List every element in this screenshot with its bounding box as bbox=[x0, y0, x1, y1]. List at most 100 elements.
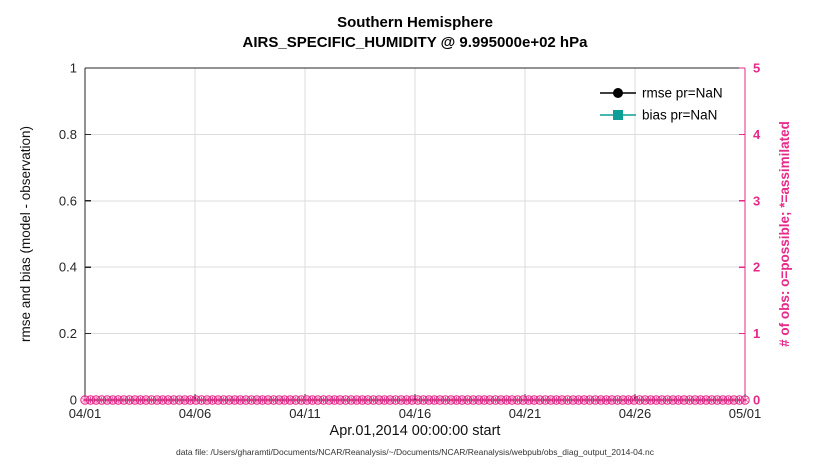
x-axis-label: Apr.01,2014 00:00:00 start bbox=[330, 423, 501, 439]
obs-possible-marker bbox=[645, 395, 656, 405]
obs-possible-marker bbox=[607, 395, 617, 405]
obs-possible-marker bbox=[401, 395, 412, 405]
obs-possible-marker bbox=[479, 395, 490, 405]
obs-possible-marker bbox=[130, 395, 140, 405]
obs-possible-marker bbox=[318, 395, 329, 405]
obs-possible-marker bbox=[723, 395, 734, 405]
obs-possible-marker bbox=[413, 395, 423, 405]
obs-possible-marker bbox=[424, 395, 434, 405]
obs-possible-marker bbox=[523, 395, 534, 405]
obs-possible-marker bbox=[146, 395, 157, 405]
obs-possible-marker bbox=[468, 395, 478, 405]
x-tick-label: 04/06 bbox=[179, 406, 212, 421]
y-right-tick-label: 1 bbox=[753, 326, 760, 341]
obs-possible-marker bbox=[535, 395, 545, 405]
obs-possible-marker bbox=[329, 395, 340, 405]
chart-title: Southern Hemisphere bbox=[337, 14, 493, 31]
obs-possible-marker bbox=[701, 395, 711, 405]
legend-label: bias pr=NaN bbox=[642, 108, 717, 123]
obs-possible-marker bbox=[507, 395, 517, 405]
legend-square-marker-icon bbox=[613, 110, 623, 120]
y-axis-left-label: rmse and bias (model - observation) bbox=[18, 126, 33, 342]
obs-possible-marker bbox=[684, 395, 695, 405]
obs-possible-marker bbox=[485, 395, 495, 405]
obs-possible-marker bbox=[512, 395, 523, 405]
legend: rmse pr=NaN bias pr=NaN bbox=[600, 86, 723, 123]
obs-possible-marker bbox=[291, 395, 301, 405]
legend-circle-marker-icon bbox=[613, 88, 623, 98]
y-right-tick-label: 3 bbox=[753, 193, 760, 208]
obs-possible-marker bbox=[618, 395, 628, 405]
obs-possible-marker bbox=[163, 395, 173, 405]
caption: data file: /Users/gharamti/Documents/NCA… bbox=[176, 447, 655, 457]
obs-possible-marker bbox=[590, 395, 601, 405]
obs-possible-marker bbox=[374, 395, 384, 405]
obs-possible-marker bbox=[102, 395, 112, 405]
obs-possible-marker bbox=[180, 395, 190, 405]
y-axis-right-label: # of obs: o=possible; *=assimilated bbox=[777, 121, 792, 347]
obs-possible-marker bbox=[573, 395, 584, 405]
obs-possible-marker bbox=[152, 395, 162, 405]
obs-possible-marker bbox=[496, 395, 506, 405]
obs-possible-marker bbox=[207, 395, 218, 405]
obs-possible-marker bbox=[252, 395, 262, 405]
obs-possible-marker bbox=[263, 395, 273, 405]
y-left-tick-label: 0 bbox=[70, 393, 77, 408]
obs-possible-marker bbox=[529, 395, 539, 405]
x-tick-label: 04/26 bbox=[619, 406, 652, 421]
y-left-tick-label: 0.6 bbox=[59, 193, 77, 208]
obs-possible-marker bbox=[673, 395, 684, 405]
obs-possible-marker bbox=[229, 395, 240, 405]
x-tick-label: 04/21 bbox=[509, 406, 542, 421]
obs-possible-marker bbox=[135, 395, 146, 405]
obs-possible-marker bbox=[363, 395, 373, 405]
obs-possible-marker bbox=[396, 395, 406, 405]
obs-possible-marker bbox=[679, 395, 689, 405]
obs-possible-marker bbox=[429, 395, 440, 405]
y-left-tick-label: 1 bbox=[70, 61, 77, 76]
x-tick-label: 04/11 bbox=[289, 406, 321, 421]
obs-possible-marker bbox=[185, 395, 196, 405]
obs-possible-marker bbox=[596, 395, 606, 405]
obs-possible-marker bbox=[368, 395, 379, 405]
obs-possible-marker bbox=[352, 395, 362, 405]
obs-possible-marker bbox=[324, 395, 334, 405]
x-tick-label: 05/01 bbox=[729, 406, 762, 421]
obs-possible-marker bbox=[546, 395, 556, 405]
obs-possible-marker bbox=[551, 395, 562, 405]
obs-possible-marker bbox=[85, 395, 96, 405]
obs-possible-marker bbox=[657, 395, 667, 405]
y-right-tick-label: 5 bbox=[753, 61, 760, 76]
obs-possible-marker bbox=[601, 395, 612, 405]
obs-markers-layer bbox=[80, 395, 750, 405]
obs-possible-marker bbox=[313, 395, 323, 405]
obs-possible-marker bbox=[474, 395, 484, 405]
obs-possible-marker bbox=[562, 395, 573, 405]
obs-possible-marker bbox=[379, 395, 390, 405]
obs-possible-marker bbox=[168, 395, 179, 405]
obs-possible-marker bbox=[279, 395, 290, 405]
obs-possible-marker bbox=[579, 395, 589, 405]
obs-possible-marker bbox=[80, 395, 90, 405]
obs-possible-marker bbox=[340, 395, 351, 405]
obs-possible-marker bbox=[695, 395, 706, 405]
obs-possible-marker bbox=[418, 395, 429, 405]
y-left-tick-label: 0.2 bbox=[59, 326, 77, 341]
obs-possible-marker bbox=[490, 395, 501, 405]
obs-possible-marker bbox=[501, 395, 512, 405]
obs-possible-marker bbox=[557, 395, 567, 405]
x-tick-label: 04/01 bbox=[69, 406, 102, 421]
obs-possible-marker bbox=[218, 395, 229, 405]
legend-label: rmse pr=NaN bbox=[642, 86, 723, 101]
obs-possible-marker bbox=[390, 395, 401, 405]
obs-possible-marker bbox=[113, 395, 124, 405]
obs-possible-marker bbox=[124, 395, 135, 405]
obs-possible-marker bbox=[729, 395, 739, 405]
obs-possible-marker bbox=[157, 395, 168, 405]
obs-possible-marker bbox=[196, 395, 207, 405]
y-left-tick-label: 0.4 bbox=[59, 260, 77, 275]
obs-possible-marker bbox=[385, 395, 395, 405]
obs-possible-marker bbox=[91, 395, 101, 405]
obs-possible-marker bbox=[690, 395, 700, 405]
